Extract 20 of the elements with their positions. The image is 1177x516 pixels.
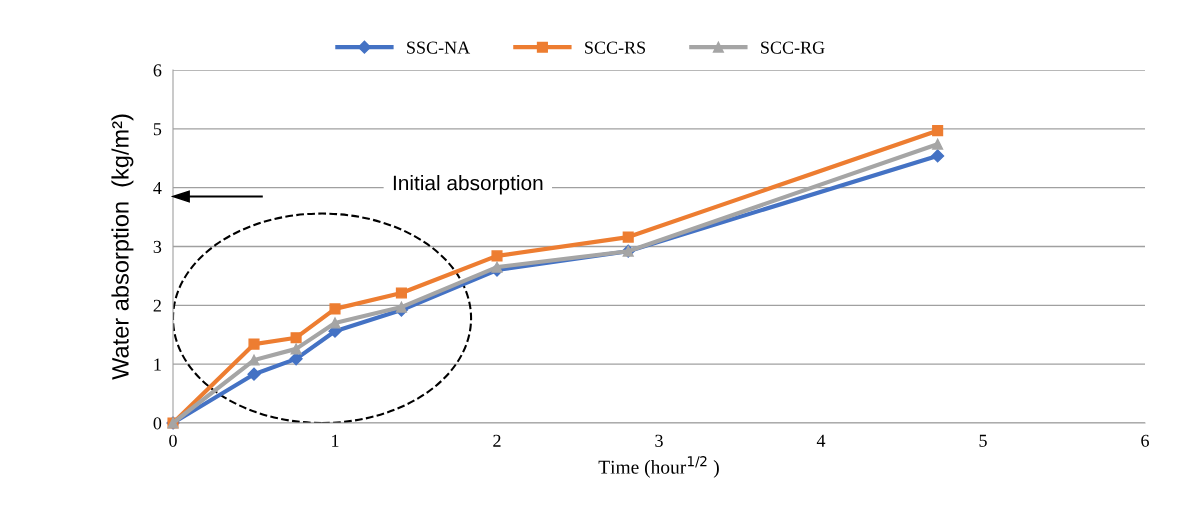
y-tick-label: 4 [153,182,162,194]
annotation: Initial absorption [393,175,543,195]
legend-label: SSC-NA [407,41,471,54]
y-tick-label: 0 [153,417,162,430]
y-tick-label: 1 [154,358,161,371]
x-tick-label: 4 [816,434,826,447]
legend-label: SCC-RG [761,41,825,54]
x-tick-label: 1 [332,434,339,447]
y-axis-title: Water absorption (kg/m²) [111,114,134,380]
x-tick-label: 6 [1141,434,1149,447]
x-tick-label: 0 [169,434,177,447]
legend-label: SCC-RS [585,41,646,54]
x-tick-label: 3 [655,434,663,447]
y-tick-label: 3 [153,240,162,253]
y-tick-label: 5 [153,123,162,136]
x-tick-label: 2 [493,434,501,447]
y-tick-label: 2 [153,299,161,312]
x-tick-label: 5 [979,434,987,447]
x-axis-title: Time (hour$^{1/2}$ ) [598,456,719,478]
y-tick-label: 6 [153,64,162,77]
